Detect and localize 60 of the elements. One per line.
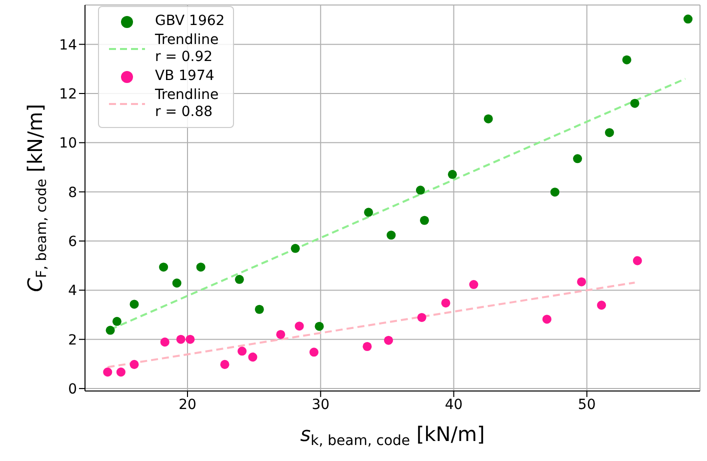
- point: [276, 330, 286, 339]
- point: [384, 336, 394, 345]
- point: [416, 186, 425, 195]
- legend-label: Trendline r = 0.92: [155, 32, 219, 66]
- x-tick-label: 40: [444, 396, 463, 413]
- point: [632, 256, 642, 266]
- point: [577, 277, 586, 286]
- point: [186, 334, 195, 344]
- point: [254, 304, 264, 314]
- point: [116, 368, 126, 377]
- point: [159, 262, 168, 272]
- y-tick-label: 4: [68, 283, 78, 300]
- point: [550, 188, 560, 197]
- point: [220, 360, 230, 369]
- y-tick-label: 6: [68, 234, 78, 250]
- x-tick-label: 20: [178, 396, 196, 413]
- point: [420, 216, 429, 225]
- x-axis-title: s$_{k, beam, code}$ [kN/m]: [300, 422, 485, 448]
- point: [362, 342, 372, 352]
- point: [417, 312, 426, 322]
- point: [573, 154, 582, 164]
- point: [542, 314, 552, 324]
- point: [386, 230, 396, 240]
- point: [314, 322, 324, 331]
- point: [130, 300, 139, 309]
- point: [622, 55, 632, 64]
- legend-label: Trendline r = 0.88: [155, 87, 219, 121]
- x-tick-label: 50: [578, 396, 596, 413]
- point: [130, 360, 139, 369]
- y-tick-label: 8: [68, 184, 77, 201]
- point: [441, 298, 450, 308]
- point: [294, 322, 304, 331]
- point: [196, 262, 206, 272]
- point: [238, 346, 247, 356]
- point: [596, 300, 606, 310]
- point: [309, 348, 318, 357]
- point: [604, 128, 614, 138]
- y-tick-label: 2: [68, 332, 77, 348]
- point: [176, 334, 186, 344]
- y-tick-label: 0: [68, 382, 77, 398]
- point: [448, 170, 457, 179]
- point: [248, 352, 258, 362]
- point: [484, 114, 493, 124]
- point: [290, 244, 300, 253]
- point: [469, 280, 478, 290]
- x-tick-label: 30: [312, 396, 330, 413]
- legend-label: VB 1974: [155, 68, 214, 85]
- y-tick-label: 12: [59, 86, 77, 102]
- point: [364, 208, 374, 217]
- legend-label: GBV 1962: [155, 13, 225, 30]
- y-tick-label: 10: [59, 136, 77, 152]
- point: [106, 326, 115, 335]
- y-tick-label: 14: [59, 37, 78, 54]
- point: [160, 338, 170, 347]
- point: [112, 316, 122, 326]
- point: [172, 278, 182, 288]
- point: [684, 14, 693, 24]
- point: [103, 368, 112, 377]
- point: [630, 98, 640, 108]
- point: [234, 274, 244, 284]
